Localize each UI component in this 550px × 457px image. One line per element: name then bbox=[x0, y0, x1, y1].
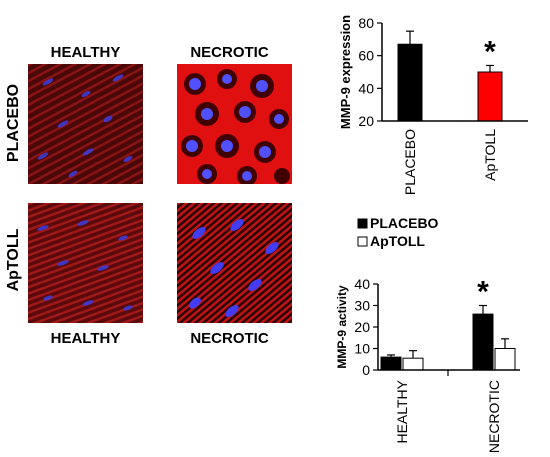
col-label-healthy-bottom: HEALTHY bbox=[50, 330, 121, 347]
significance-asterisk: * bbox=[484, 35, 496, 68]
y-axis-label: MMP-9 activity bbox=[335, 285, 349, 369]
col-label-healthy-top: HEALTHY bbox=[50, 44, 121, 61]
significance-asterisk: * bbox=[477, 276, 489, 309]
micrograph-placebo-necrotic bbox=[177, 64, 292, 184]
col-label-necrotic-top: NECROTIC bbox=[190, 44, 269, 61]
legend: PLACEBO ApTOLL bbox=[357, 215, 439, 249]
x-tick-label: PLACEBO bbox=[402, 129, 418, 195]
bar-aptoll bbox=[477, 71, 503, 122]
y-tick-label: 20 bbox=[354, 319, 370, 335]
bar-placebo bbox=[397, 43, 423, 122]
bar-healthy-aptoll bbox=[402, 357, 424, 371]
y-tick-label: 10 bbox=[354, 341, 370, 357]
y-tick-label: 0 bbox=[362, 362, 370, 378]
x-tick-label: HEALTHY bbox=[394, 379, 410, 443]
bar-necrotic-placebo bbox=[472, 313, 494, 371]
y-tick-label: 30 bbox=[354, 298, 370, 314]
y-tick-label: 40 bbox=[354, 276, 370, 292]
x-tick-label: ApTOLL bbox=[482, 129, 498, 181]
chart-mmp9-activity: PLACEBO ApTOLL MMP-9 activity 010203040 … bbox=[335, 215, 520, 453]
col-label-necrotic-bottom: NECROTIC bbox=[190, 330, 269, 347]
bar-necrotic-aptoll bbox=[494, 348, 516, 371]
row-label-aptoll: ApTOLL bbox=[5, 228, 22, 292]
y-tick-label: 60 bbox=[358, 48, 374, 64]
legend-label-aptoll: ApTOLL bbox=[370, 233, 425, 249]
bar-healthy-placebo bbox=[380, 356, 402, 371]
micrograph-placebo-healthy bbox=[28, 64, 143, 184]
x-tick-label: NECROTIC bbox=[486, 380, 502, 453]
micrograph-aptoll-necrotic bbox=[177, 203, 292, 323]
legend-label-placebo: PLACEBO bbox=[370, 215, 439, 231]
y-tick-label: 20 bbox=[358, 113, 374, 129]
chart-mmp9-expression: MMP-9 expression 20 40 60 80 * PLACEBO ApTOL… bbox=[338, 15, 528, 195]
micrograph-aptoll-healthy bbox=[28, 203, 143, 323]
y-axis-label: MMP-9 expression bbox=[338, 15, 353, 129]
y-tick-label: 80 bbox=[358, 15, 374, 31]
y-tick-label: 40 bbox=[358, 80, 374, 96]
row-label-placebo: PLACEBO bbox=[5, 83, 22, 163]
